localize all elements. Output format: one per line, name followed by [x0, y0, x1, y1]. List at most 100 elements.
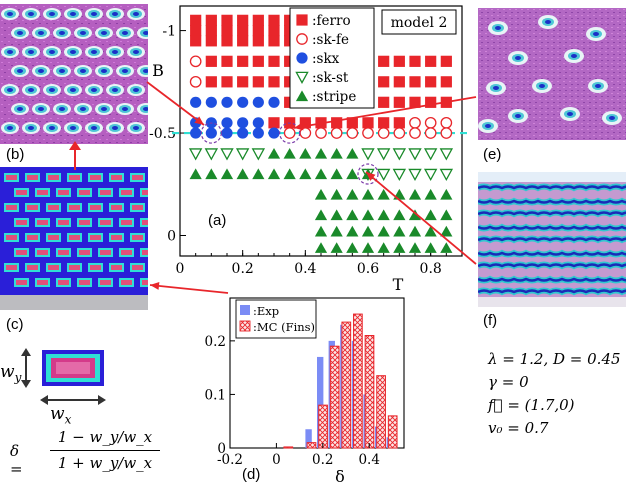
marker-stripe: [252, 168, 265, 180]
brick-core: [58, 190, 69, 195]
marker-ferro: [237, 55, 249, 67]
skyrmion-core: [17, 107, 23, 111]
brick-core: [69, 205, 80, 210]
hist-legend-swatch-mc: [239, 320, 251, 332]
marker-stripe: [314, 188, 328, 200]
marker-ferro: [252, 14, 264, 26]
marker-ferro: [205, 55, 217, 67]
brick-core: [90, 265, 101, 270]
brick-core: [16, 250, 27, 255]
highlight-circle: [200, 122, 222, 144]
marker-stripe: [346, 188, 359, 200]
skyrmion-core: [91, 88, 97, 92]
panel-label-d: (d): [242, 466, 261, 483]
skyrmion-core: [112, 126, 118, 130]
stripe-core: [478, 263, 626, 268]
brick-core: [79, 220, 90, 225]
marker-ferro: [299, 117, 311, 129]
brick-core: [90, 205, 101, 210]
brick-core: [37, 220, 48, 225]
skyrmion-core: [70, 12, 76, 16]
skyrmion-core: [133, 126, 139, 130]
brick-core: [79, 250, 90, 255]
param-force: f⃗ = (1.7,0): [488, 396, 575, 414]
skyrmion-core: [59, 31, 65, 35]
marker-stripe: [299, 147, 312, 159]
marker-ferro: [205, 24, 217, 37]
skyrmion-core: [112, 12, 118, 16]
legend-label-stripe: :stripe: [312, 89, 356, 105]
legend-label-sk-st: :sk-st: [312, 70, 349, 86]
skyrmion-core: [133, 12, 139, 16]
marker-sk-fe: [424, 127, 437, 139]
skyrmion-core: [38, 69, 44, 73]
marker-ferro: [221, 24, 233, 37]
marker-ferro: [221, 55, 233, 67]
skyrmion-core: [28, 50, 34, 54]
marker-ferro: [393, 55, 405, 67]
brick-core: [58, 280, 69, 285]
brick-core: [121, 250, 132, 255]
skyrmion-core: [70, 50, 76, 54]
marker-sk-st: [392, 148, 407, 161]
marker-skx: [205, 96, 217, 108]
legend-label-sk-fe: :sk-fe: [312, 32, 349, 48]
x-axis-label: T: [393, 275, 404, 294]
marker-sk-fe: [424, 116, 437, 129]
hist-legend-label-exp: :Exp: [253, 304, 279, 318]
marker-ferro: [268, 35, 280, 47]
brick-core: [27, 235, 38, 240]
marker-ferro: [237, 14, 249, 26]
brick-core: [37, 250, 48, 255]
x-tick-label: 0.6: [357, 261, 379, 277]
marker-ferro: [268, 76, 280, 88]
formula-lhs: δ =: [10, 442, 23, 478]
brick-core: [37, 280, 48, 285]
skyrmion-core: [28, 126, 34, 130]
marker-stripe: [267, 147, 281, 159]
marker-ferro: [425, 96, 437, 108]
marker-ferro: [268, 55, 280, 67]
skyrmion-core: [485, 124, 491, 128]
marker-sk-st: [188, 148, 203, 161]
hist-y-tick-label: 0: [217, 441, 226, 457]
brick-core: [90, 235, 101, 240]
marker-stripe: [330, 168, 343, 180]
marker-ferro: [378, 96, 390, 108]
marker-ferro: [221, 14, 233, 26]
skyrmion-core: [545, 20, 551, 24]
marker-skx: [205, 127, 217, 139]
hist-legend-label-mc: :MC (Fins): [253, 320, 315, 334]
skyrmion-core: [91, 126, 97, 130]
brick-core: [58, 250, 69, 255]
marker-stripe: [330, 147, 343, 159]
marker-stripe: [330, 242, 343, 253]
marker-ferro: [190, 35, 202, 47]
skyrmion-core: [101, 31, 107, 35]
brick-core: [48, 175, 59, 180]
param-gamma: γ = 0: [488, 373, 529, 391]
brick-core: [69, 175, 80, 180]
stripe-core: [478, 251, 626, 256]
marker-sk-st: [439, 148, 454, 161]
marker-ferro: [190, 14, 202, 26]
marker-sk-fe: [377, 127, 390, 139]
brick-core: [79, 190, 90, 195]
stripe-core: [478, 289, 626, 294]
brick-core: [48, 265, 59, 270]
skyrmion-core: [495, 26, 501, 30]
skyrmion-core: [28, 88, 34, 92]
panel-label-a: (a): [208, 212, 227, 229]
marker-sk-fe: [330, 127, 343, 139]
skyrmion-core: [91, 50, 97, 54]
marker-stripe: [283, 147, 296, 159]
marker-skx: [252, 127, 264, 139]
brick-core: [111, 235, 122, 240]
marker-stripe: [330, 225, 343, 237]
marker-ferro: [237, 24, 249, 37]
skyrmion-core: [38, 107, 44, 111]
marker-stripe: [346, 168, 359, 180]
marker-ferro: [252, 24, 264, 37]
marker-sk-st: [235, 148, 250, 161]
skyrmion-core: [7, 126, 13, 130]
